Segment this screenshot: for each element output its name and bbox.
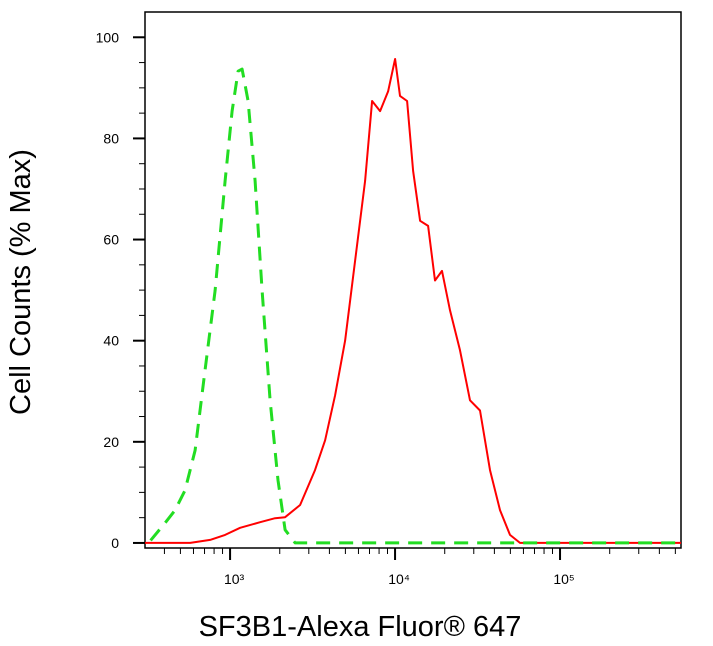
plot-frame (144, 11, 682, 549)
y-tick-label: 40 (103, 333, 119, 349)
y-tick-label: 0 (111, 535, 119, 551)
y-tick-label: 20 (103, 434, 119, 450)
y-tick-label: 60 (103, 232, 119, 248)
series-line (145, 58, 681, 544)
x-tick-label: 10³ (224, 571, 245, 587)
x-tick-label: 10⁴ (388, 571, 410, 587)
y-axis-title: Cell Counts (% Max) (5, 149, 37, 415)
x-axis-title: SF3B1-Alexa Fluor® 647 (199, 611, 522, 643)
y-tick-label: 80 (103, 130, 119, 146)
series-line (149, 67, 681, 545)
y-tick-label: 100 (96, 29, 120, 45)
x-tick-label: 10⁵ (553, 571, 574, 587)
